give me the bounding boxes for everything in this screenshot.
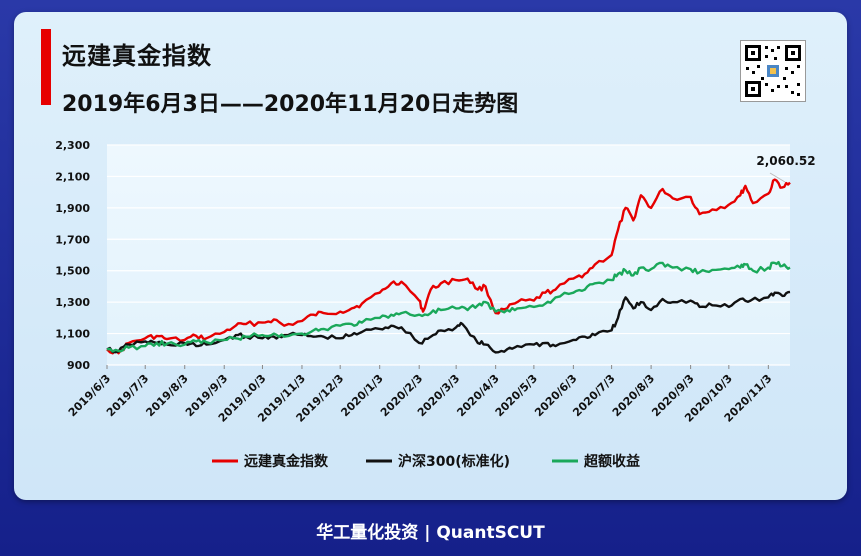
y-tick-label: 1,700	[55, 233, 90, 246]
footer-brand: 华工量化投资 | QuantSCUT	[316, 523, 545, 543]
legend-label: 超额收益	[583, 453, 640, 470]
y-tick-label: 900	[67, 359, 90, 372]
legend: 远建真金指数 沪深300(标准化) 超额收益	[212, 453, 640, 470]
y-tick-label: 2,300	[55, 139, 90, 152]
qr-code-icon	[740, 40, 806, 102]
y-tick-label: 1,500	[55, 265, 90, 278]
legend-label: 沪深300(标准化)	[398, 453, 510, 470]
end-value-label: 2,060.52	[756, 154, 815, 168]
title-accent-bar	[41, 29, 51, 105]
series-line	[106, 178, 791, 355]
chart-subtitle: 2019年6月3日——2020年11月20日走势图	[62, 92, 519, 117]
annotation-leader	[769, 172, 786, 183]
series-line	[106, 260, 791, 353]
plot-area	[107, 145, 790, 365]
y-tick-label: 1,300	[55, 296, 90, 309]
chart-title: 远建真金指数	[62, 42, 212, 70]
y-tick-label: 2,100	[55, 170, 90, 183]
y-tick-label: 1,900	[55, 202, 90, 215]
y-tick-label: 1,100	[55, 328, 90, 341]
legend-label: 远建真金指数	[244, 453, 329, 470]
